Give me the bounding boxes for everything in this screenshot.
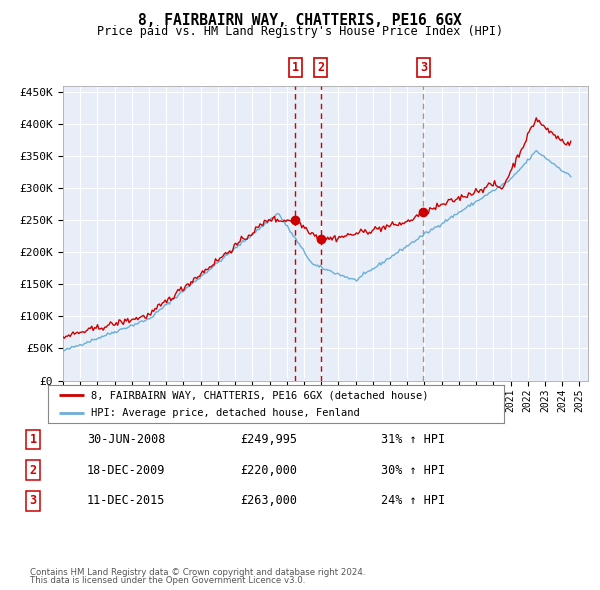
Text: 2: 2 [317,61,324,74]
Text: 1: 1 [29,433,37,446]
Text: £249,995: £249,995 [240,433,297,446]
Text: This data is licensed under the Open Government Licence v3.0.: This data is licensed under the Open Gov… [30,576,305,585]
Text: 3: 3 [29,494,37,507]
Text: £263,000: £263,000 [240,494,297,507]
Text: 3: 3 [420,61,427,74]
Text: 31% ↑ HPI: 31% ↑ HPI [381,433,445,446]
Text: 2: 2 [29,464,37,477]
Text: 24% ↑ HPI: 24% ↑ HPI [381,494,445,507]
Text: 30% ↑ HPI: 30% ↑ HPI [381,464,445,477]
Text: 1: 1 [292,61,299,74]
Text: 8, FAIRBAIRN WAY, CHATTERIS, PE16 6GX: 8, FAIRBAIRN WAY, CHATTERIS, PE16 6GX [138,13,462,28]
Text: Price paid vs. HM Land Registry's House Price Index (HPI): Price paid vs. HM Land Registry's House … [97,25,503,38]
Text: 11-DEC-2015: 11-DEC-2015 [87,494,166,507]
Text: £220,000: £220,000 [240,464,297,477]
Text: HPI: Average price, detached house, Fenland: HPI: Average price, detached house, Fenl… [91,408,360,418]
Text: 30-JUN-2008: 30-JUN-2008 [87,433,166,446]
Text: Contains HM Land Registry data © Crown copyright and database right 2024.: Contains HM Land Registry data © Crown c… [30,568,365,577]
Text: 18-DEC-2009: 18-DEC-2009 [87,464,166,477]
Text: 8, FAIRBAIRN WAY, CHATTERIS, PE16 6GX (detached house): 8, FAIRBAIRN WAY, CHATTERIS, PE16 6GX (d… [91,390,429,400]
